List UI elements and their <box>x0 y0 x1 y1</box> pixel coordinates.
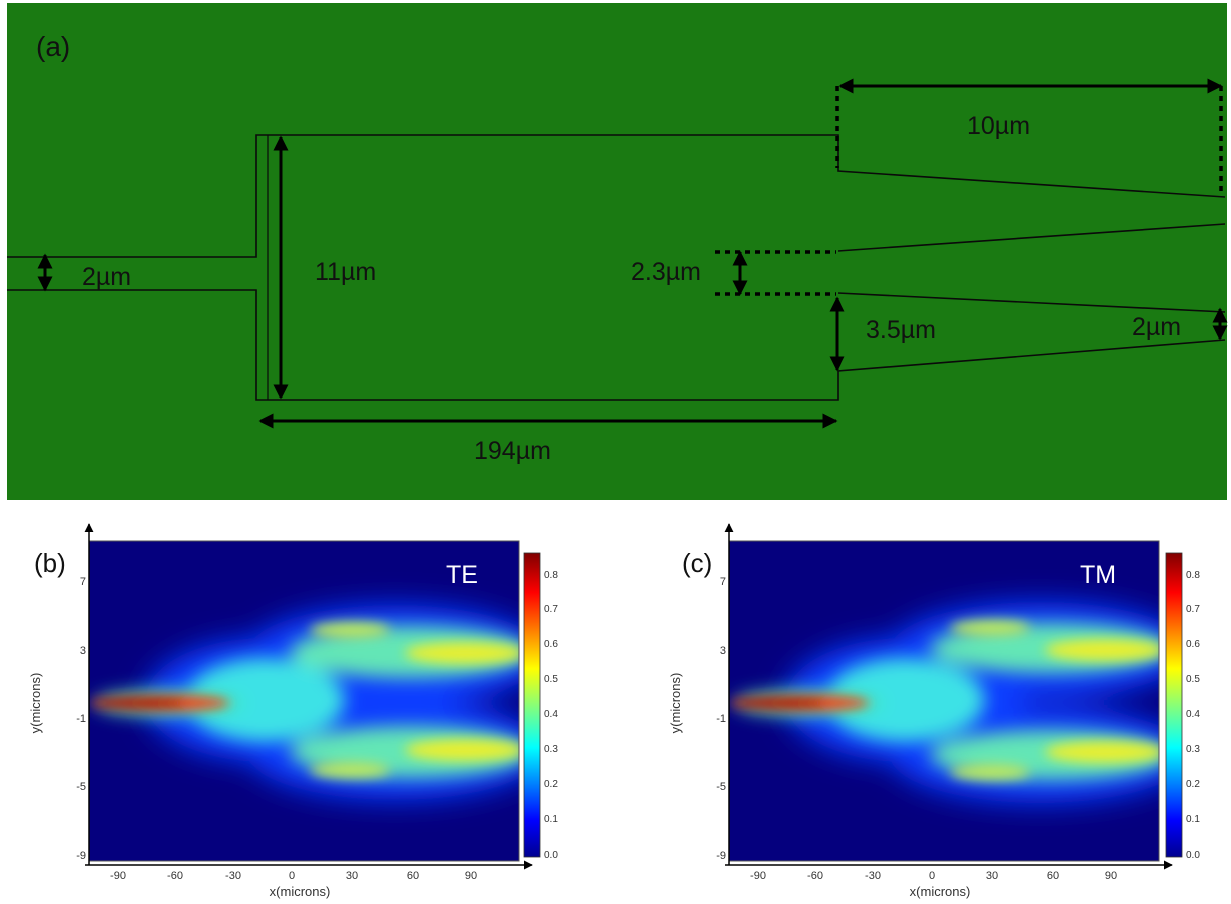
panel-a-background <box>7 3 1227 500</box>
colorbar-tick: 0.6 <box>1186 639 1200 650</box>
waveguide-upper-edge <box>7 134 1226 258</box>
y-tick: 3 <box>720 645 726 657</box>
panel-b: -90 -60 -30 0 30 60 90 x(microns) 7 3 -1… <box>28 523 558 899</box>
y-tick: 7 <box>720 576 726 588</box>
colorbar-te <box>523 552 541 858</box>
x-tick: 30 <box>986 870 998 882</box>
colorbar-ticks-tm: 0.8 0.7 0.6 0.5 0.4 0.3 0.2 0.1 0.0 <box>1186 570 1200 861</box>
x-axis-label-te: x(microns) <box>270 884 331 899</box>
output-width-label: 2µm <box>1132 313 1181 341</box>
mode-label-tm: TM <box>1080 561 1116 589</box>
x-tick: 60 <box>407 870 419 882</box>
waveguide-outline <box>7 134 1226 401</box>
colorbar-tick: 0.0 <box>1186 850 1200 861</box>
colorbar-tick: 0.7 <box>544 604 558 615</box>
input-width-label: 2µm <box>82 263 131 291</box>
x-ticks-te: -90 -60 -30 0 30 60 90 <box>110 870 477 882</box>
x-tick: -90 <box>110 870 126 882</box>
y-tick: -5 <box>716 781 726 793</box>
colorbar-tick: 0.8 <box>544 570 558 581</box>
x-tick: 90 <box>1105 870 1117 882</box>
y-tick: -9 <box>716 850 726 862</box>
taper-length-label: 10µm <box>967 112 1030 140</box>
y-tick: 7 <box>80 576 86 588</box>
field-map-te <box>89 541 519 861</box>
x-tick: -90 <box>750 870 766 882</box>
y-tick: -9 <box>76 850 86 862</box>
dimension-arrows <box>37 78 1228 429</box>
panel-b-label: (b) <box>34 548 66 578</box>
x-tick: 30 <box>346 870 358 882</box>
colorbar-tick: 0.3 <box>1186 744 1200 755</box>
gap-label: 2.3µm <box>631 258 701 286</box>
offset-label: 3.5µm <box>866 316 936 344</box>
x-tick: 90 <box>465 870 477 882</box>
y-ticks-te: 7 3 -1 -5 -9 <box>76 576 86 862</box>
x-tick: -60 <box>807 870 823 882</box>
x-tick: 0 <box>929 870 935 882</box>
waveguide-lower-edge <box>7 289 1226 401</box>
y-axis-label-tm: y(microns) <box>668 673 683 734</box>
x-tick: -60 <box>167 870 183 882</box>
colorbar-tick: 0.2 <box>544 779 558 790</box>
colorbar-tick: 0.2 <box>1186 779 1200 790</box>
panel-a: (a) 2µm 11µm 194µm 2.3µm <box>7 3 1228 500</box>
y-tick: -1 <box>76 713 86 725</box>
output-upper-inner-edge <box>837 223 1226 252</box>
dotted-guides <box>715 86 1223 296</box>
colorbar-tick: 0.5 <box>544 674 558 685</box>
y-axis-label-te: y(microns) <box>28 673 43 734</box>
mmi-width-label: 11µm <box>315 258 376 286</box>
colorbar-tick: 0.3 <box>544 744 558 755</box>
output-lower-inner-edge <box>837 292 1226 313</box>
dimension-labels: 2µm 11µm 194µm 2.3µm 3.5µm 2µm 10µm <box>82 112 1181 465</box>
x-tick: 60 <box>1047 870 1059 882</box>
y-ticks-tm: 7 3 -1 -5 -9 <box>716 576 726 862</box>
y-tick: -5 <box>76 781 86 793</box>
x-ticks-tm: -90 -60 -30 0 30 60 90 <box>750 870 1117 882</box>
colorbar-tick: 0.7 <box>1186 604 1200 615</box>
mmi-length-label: 194µm <box>474 437 551 465</box>
panel-c-label: (c) <box>682 548 712 578</box>
colorbar-tick: 0.8 <box>1186 570 1200 581</box>
colorbar-ticks-te: 0.8 0.7 0.6 0.5 0.4 0.3 0.2 0.1 0.0 <box>544 570 558 861</box>
x-tick: 0 <box>289 870 295 882</box>
colorbar-tick: 0.5 <box>1186 674 1200 685</box>
panel-c: -90 -60 -30 0 30 60 90 x(microns) 7 3 -1… <box>668 523 1200 899</box>
colorbar-tick: 0.1 <box>544 814 558 825</box>
x-tick: -30 <box>225 870 241 882</box>
field-map-tm <box>729 541 1159 861</box>
colorbar-tick: 0.4 <box>1186 709 1200 720</box>
colorbar-tick: 0.1 <box>1186 814 1200 825</box>
colorbar-tick: 0.6 <box>544 639 558 650</box>
y-tick: -1 <box>716 713 726 725</box>
x-tick: -30 <box>865 870 881 882</box>
colorbar-tick: 0.4 <box>544 709 558 720</box>
colorbar-tick: 0.0 <box>544 850 558 861</box>
colorbar-tm <box>1165 552 1183 858</box>
mode-label-te: TE <box>446 561 478 589</box>
x-axis-label-tm: x(microns) <box>910 884 971 899</box>
y-tick: 3 <box>80 645 86 657</box>
panel-a-label: (a) <box>36 31 70 62</box>
